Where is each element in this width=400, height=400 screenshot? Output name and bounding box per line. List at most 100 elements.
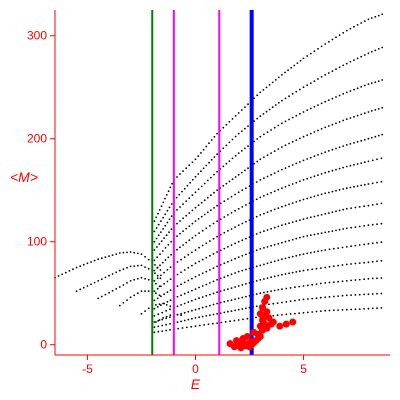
- data-point: [284, 97, 287, 100]
- data-point: [277, 274, 280, 277]
- data-point: [100, 278, 103, 280]
- data-point: [194, 158, 197, 161]
- data-point: [201, 296, 204, 298]
- data-point: [222, 147, 225, 150]
- data-point: [242, 318, 244, 321]
- data-point: [181, 190, 183, 193]
- data-point: [358, 206, 361, 208]
- data-point: [75, 266, 78, 269]
- data-point: [288, 272, 290, 275]
- curve-17: [118, 290, 161, 307]
- data-point: [241, 284, 244, 286]
- data-point: [186, 184, 189, 187]
- data-point: [111, 254, 114, 256]
- curve-16: [97, 276, 161, 300]
- x-axis-title: E: [191, 376, 201, 392]
- data-point: [157, 313, 160, 316]
- data-point: [155, 321, 157, 323]
- data-point: [153, 307, 156, 310]
- data-point: [277, 242, 280, 245]
- highlight-point: [289, 318, 297, 326]
- data-point: [319, 296, 322, 299]
- data-point: [79, 265, 82, 267]
- data-point: [307, 298, 309, 300]
- data-point: [306, 134, 309, 137]
- data-point: [255, 198, 258, 201]
- data-point: [216, 235, 219, 238]
- data-point: [313, 233, 316, 236]
- data-point: [349, 60, 352, 63]
- data-point: [306, 55, 309, 57]
- data-point: [281, 273, 283, 276]
- highlight-point: [258, 304, 266, 312]
- data-point: [153, 249, 156, 251]
- data-point: [180, 283, 183, 286]
- data-point: [180, 271, 183, 274]
- data-point: [272, 302, 275, 305]
- data-point: [244, 106, 246, 108]
- data-point: [381, 79, 384, 81]
- data-point: [331, 123, 334, 126]
- data-point: [176, 295, 179, 298]
- data-point: [188, 239, 191, 242]
- data-point: [324, 74, 327, 76]
- data-point: [182, 244, 185, 246]
- data-point: [306, 158, 309, 160]
- data-point: [158, 243, 161, 245]
- data-point: [295, 201, 298, 203]
- data-point: [317, 232, 319, 235]
- data-point: [144, 255, 147, 258]
- data-point: [166, 300, 169, 303]
- data-point: [311, 283, 314, 286]
- data-point: [224, 320, 227, 323]
- data-point: [194, 262, 197, 265]
- data-point: [126, 299, 128, 301]
- data-point: [313, 195, 316, 198]
- data-point: [342, 64, 345, 67]
- data-point: [227, 310, 229, 313]
- data-point: [144, 310, 147, 312]
- data-point: [118, 304, 121, 307]
- data-point: [156, 297, 159, 300]
- data-point: [194, 249, 197, 251]
- data-point: [245, 307, 247, 310]
- data-point: [179, 246, 181, 249]
- data-point: [288, 95, 290, 98]
- data-point: [259, 196, 262, 199]
- data-point: [200, 185, 203, 188]
- data-point: [169, 308, 171, 311]
- data-point: [281, 187, 283, 190]
- data-point: [165, 315, 168, 318]
- data-point: [266, 229, 269, 231]
- data-point: [273, 289, 276, 292]
- data-point: [374, 81, 377, 83]
- data-point: [165, 323, 168, 326]
- data-point: [227, 288, 229, 290]
- data-point: [136, 264, 139, 267]
- data-point: [377, 80, 380, 82]
- data-point: [277, 188, 280, 191]
- data-point: [179, 206, 181, 208]
- data-point: [230, 195, 233, 198]
- data-point: [320, 249, 323, 252]
- data-point: [345, 207, 348, 210]
- data-point: [237, 112, 240, 114]
- data-point: [183, 302, 186, 305]
- data-point: [281, 313, 283, 316]
- data-point: [281, 74, 283, 76]
- data-point: [240, 109, 243, 111]
- data-point: [363, 261, 365, 264]
- data-point: [313, 50, 316, 53]
- data-point: [320, 232, 323, 235]
- data-point: [234, 154, 237, 157]
- data-point: [302, 198, 305, 201]
- data-point: [259, 158, 262, 161]
- data-point: [313, 105, 316, 108]
- data-point: [233, 319, 236, 322]
- data-point: [169, 289, 172, 291]
- data-point: [345, 144, 348, 146]
- curve-14: [54, 251, 162, 279]
- data-point: [374, 109, 377, 111]
- data-point: [133, 251, 136, 254]
- data-point: [157, 212, 159, 215]
